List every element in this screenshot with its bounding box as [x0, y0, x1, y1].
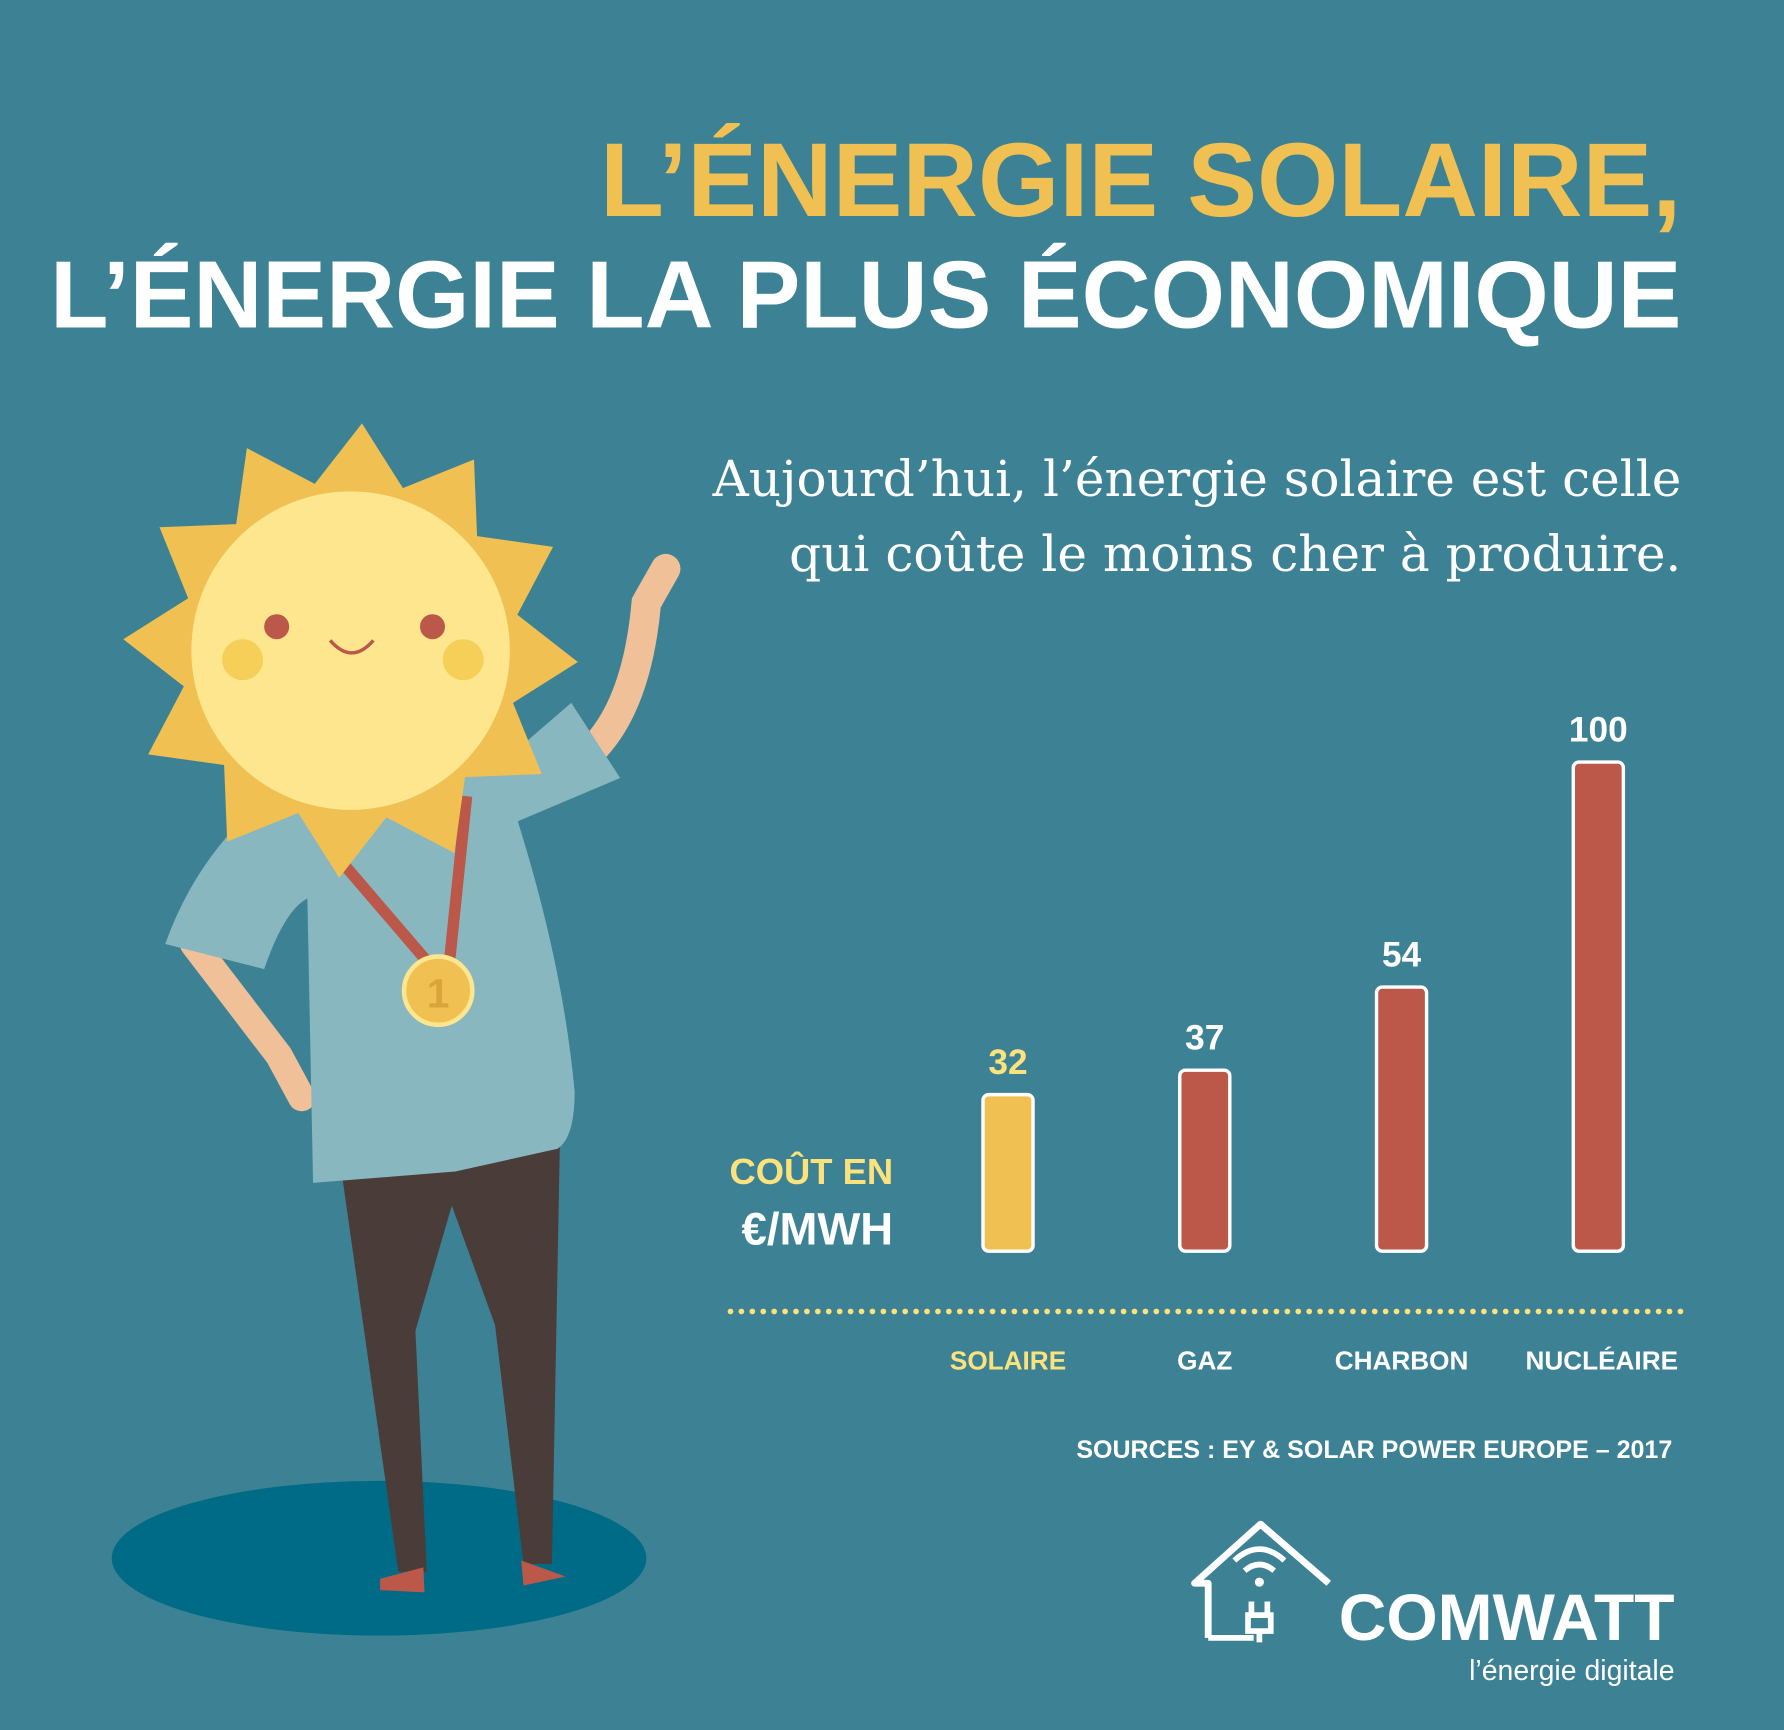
right-eye: [419, 614, 445, 640]
title-line-1: L’ÉNERGIE SOLAIRE,: [600, 122, 1681, 239]
category-label: NUCLÉAIRE: [1525, 1345, 1678, 1375]
title-line-2: L’ÉNERGIE LA PLUS ÉCONOMIQUE: [50, 242, 1681, 349]
ground-shadow: [111, 1480, 647, 1636]
smile: [328, 639, 375, 655]
plug-icon: [1208, 1601, 1274, 1643]
logo-wordmark: COMWATT: [1339, 1580, 1675, 1654]
bar-solaire: [981, 1092, 1035, 1253]
medal-number: 1: [427, 971, 450, 1017]
comwatt-logo: COMWATT l’énergie digitale: [1191, 1520, 1675, 1687]
shirt: [165, 702, 621, 1183]
subtitle-line-2: qui coûte le moins cher à produire.: [789, 525, 1681, 583]
source-note: SOURCES : EY & SOLAR POWER EUROPE – 2017: [1076, 1436, 1672, 1464]
left-cheek: [222, 639, 264, 681]
left-shoe: [380, 1567, 425, 1593]
y-axis-label-line-1: COÛT EN: [729, 1150, 893, 1192]
house-outline-icon: [1191, 1520, 1332, 1638]
right-shoe: [521, 1560, 566, 1586]
category-label: GAZ: [1177, 1345, 1232, 1375]
bar-nucléaire: [1571, 760, 1626, 1253]
category-label: CHARBON: [1335, 1345, 1469, 1375]
wifi-dot: [1254, 1577, 1264, 1587]
bar-gaz: [1178, 1068, 1232, 1253]
subtitle-line-1: Aujourd’hui, l’énergie solaire est celle: [712, 450, 1682, 508]
logo-tagline: l’énergie digitale: [1469, 1655, 1674, 1687]
left-eye: [264, 614, 290, 640]
value-label: 54: [1382, 936, 1422, 975]
bar-chart: COÛT EN €/MWH 32 SOLAIRE 37 GAZ 54 CHARBON 100…: [727, 711, 1687, 1464]
sun-face: [191, 491, 510, 810]
sun-character-illustration: 1: [111, 423, 681, 1636]
value-label: 32: [988, 1043, 1027, 1082]
pants: [341, 1143, 560, 1572]
wifi-icon: [1232, 1546, 1287, 1574]
y-axis-label-line-2: €/MWH: [742, 1203, 894, 1254]
gold-medal: [401, 954, 475, 1028]
bar-charbon: [1374, 985, 1429, 1253]
value-label: 100: [1569, 711, 1628, 750]
value-label: 37: [1185, 1019, 1224, 1058]
right-cheek: [442, 639, 484, 681]
raised-arm: [576, 553, 681, 766]
left-arm: [179, 930, 316, 1112]
category-label: SOLAIRE: [950, 1345, 1066, 1375]
